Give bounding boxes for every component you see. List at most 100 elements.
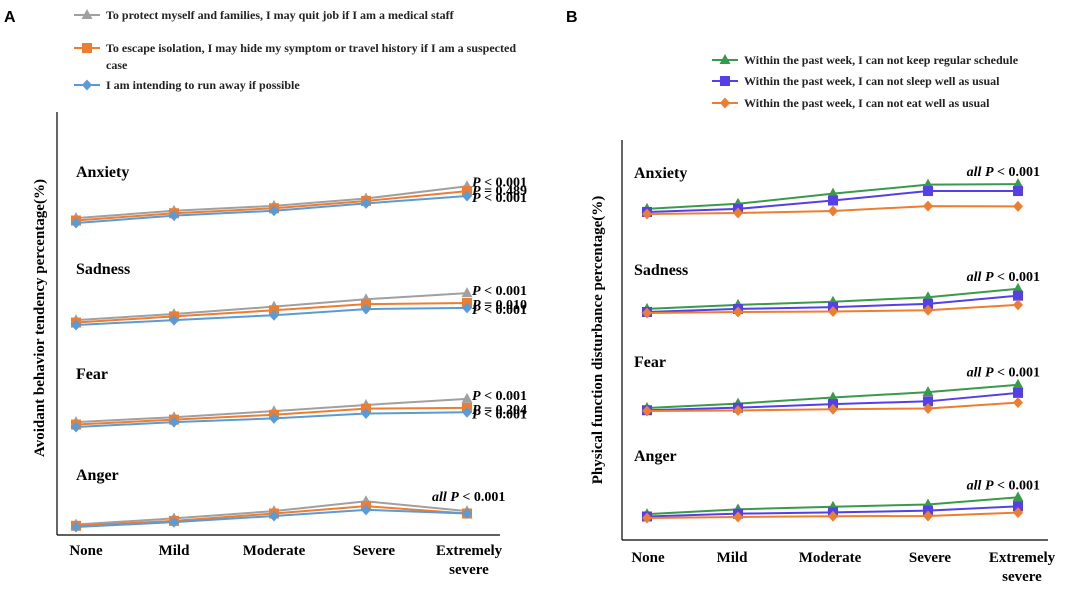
p-value-symbol: P	[472, 284, 481, 299]
legend-marker	[81, 9, 93, 19]
group-label: Sadness	[76, 261, 130, 278]
data-point	[923, 510, 933, 522]
data-point	[462, 508, 472, 520]
group-label: Anger	[76, 467, 119, 484]
p-value-symbol: P	[472, 403, 481, 418]
p-value-number: 0.001	[496, 284, 528, 299]
p-value-label: P < 0.001	[472, 407, 527, 422]
p-value-label: all P < 0.001	[432, 490, 505, 505]
data-point	[828, 403, 838, 415]
p-value-symbol: P	[985, 478, 994, 493]
data-point	[642, 405, 652, 417]
p-value-op: <	[994, 270, 1009, 285]
data-point	[923, 396, 933, 407]
data-point	[461, 287, 473, 298]
legend-label: Within the past week, I can not sleep we…	[744, 74, 1000, 88]
data-point	[71, 319, 81, 331]
p-value-symbol: P	[472, 298, 481, 313]
legend-marker	[720, 76, 730, 86]
p-value-prefix: all	[432, 490, 450, 505]
data-point	[922, 386, 934, 397]
p-value-op: <	[459, 490, 474, 505]
p-value-label: P = 0.489	[472, 184, 527, 199]
data-point	[642, 208, 652, 220]
p-value-label: all P < 0.001	[967, 165, 1040, 180]
data-point	[828, 195, 838, 206]
p-value-op: <	[481, 191, 496, 206]
p-value-number: 0.001	[474, 490, 506, 505]
data-point	[828, 305, 838, 317]
data-point	[733, 207, 743, 219]
panel-b: B Within the past week, I can not keep r…	[566, 9, 1056, 585]
data-point	[462, 302, 472, 314]
data-point	[169, 416, 179, 428]
x-tick-label: Severe	[909, 550, 952, 566]
data-point	[269, 205, 279, 217]
data-point	[361, 197, 371, 209]
p-value-number: 0.001	[496, 407, 528, 422]
panel-a: A To protect myself and families, I may …	[4, 8, 527, 578]
group-label: Fear	[634, 354, 666, 371]
p-value-number: 0.001	[1009, 165, 1041, 180]
p-value-symbol: P	[985, 366, 994, 381]
data-point	[828, 205, 838, 217]
p-value-op: =	[481, 184, 496, 199]
data-point	[361, 303, 371, 315]
x-tick-label: None	[69, 543, 103, 559]
data-point	[1013, 501, 1023, 512]
p-value-number: 0.204	[496, 403, 528, 418]
data-point	[462, 190, 472, 202]
legend-entry: To protect myself and families, I may qu…	[74, 8, 455, 22]
data-point	[1013, 186, 1023, 197]
data-point	[923, 186, 933, 197]
p-value-symbol: P	[472, 184, 481, 199]
y-axis-label: Physical function disturbance percentage…	[590, 196, 606, 484]
p-value-number: 0.001	[496, 303, 528, 318]
p-value-prefix: all	[967, 366, 985, 381]
p-value-symbol: P	[985, 165, 994, 180]
x-tick-label: Moderate	[243, 543, 306, 559]
data-point	[269, 309, 279, 321]
p-value-op: <	[481, 389, 496, 404]
data-point	[922, 291, 934, 302]
legend-entry: Within the past week, I can not keep reg…	[712, 53, 1019, 67]
data-point	[1013, 200, 1023, 212]
p-value-label: all P < 0.001	[967, 270, 1040, 285]
data-point	[1013, 290, 1023, 301]
data-point	[923, 402, 933, 414]
p-value-op: =	[481, 298, 496, 313]
p-value-symbol: P	[472, 389, 481, 404]
p-value-symbol: P	[985, 270, 994, 285]
data-point	[642, 307, 652, 319]
data-point	[361, 408, 371, 420]
data-point	[1012, 178, 1024, 189]
p-value-symbol: P	[472, 175, 481, 190]
group-label: Fear	[76, 366, 108, 383]
x-tick-label: Extremely	[436, 543, 503, 559]
p-value-number: 0.001	[1009, 366, 1041, 381]
legend-label-cont: case	[106, 58, 128, 72]
p-value-op: <	[481, 407, 496, 422]
x-tick-label-cont: severe	[1002, 569, 1042, 585]
p-value-symbol: P	[472, 191, 481, 206]
group-label: Anger	[634, 448, 677, 465]
data-point	[828, 510, 838, 522]
legend-label: To protect myself and families, I may qu…	[106, 8, 455, 22]
legend-marker	[719, 54, 731, 64]
x-tick-label: Mild	[159, 543, 190, 559]
legend-entry: Within the past week, I can not eat well…	[712, 96, 990, 110]
p-value-label: all P < 0.001	[967, 366, 1040, 381]
group-label: Anxiety	[76, 164, 129, 181]
data-point	[1012, 282, 1024, 293]
group-anxiety: Anxiety all P < 0.001	[634, 165, 1040, 220]
y-axis-label: Avoidant behavior tendency percentage(%)	[32, 179, 48, 457]
data-point	[923, 304, 933, 316]
legend-label: Within the past week, I can not keep reg…	[744, 53, 1019, 67]
legend-entry: I am intending to run away if possible	[74, 78, 300, 92]
p-value-label: all P < 0.001	[967, 478, 1040, 493]
x-tick-label: Mild	[717, 550, 748, 566]
data-point	[1013, 397, 1023, 409]
data-point	[733, 306, 743, 318]
data-point	[71, 421, 81, 433]
